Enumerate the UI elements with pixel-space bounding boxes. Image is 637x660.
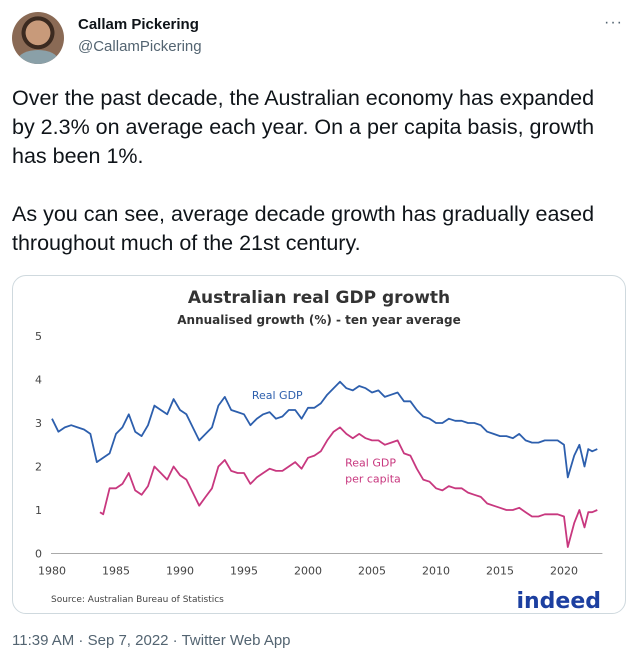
chart-title: Australian real GDP growth	[188, 288, 450, 308]
avatar-photo	[18, 50, 58, 64]
y-tick-label: 0	[35, 548, 42, 561]
user-handle[interactable]: @CallamPickering	[78, 38, 202, 55]
x-tick-label: 2010	[422, 565, 450, 578]
series-label: Real GDP	[252, 389, 303, 402]
y-tick-label: 1	[35, 504, 42, 517]
y-tick-label: 3	[35, 417, 42, 430]
tweet-source[interactable]: Twitter Web App	[181, 632, 291, 649]
x-tick-label: 2015	[486, 565, 514, 578]
tweet-text: Over the past decade, the Australian eco…	[12, 84, 622, 287]
chart-source: Source: Australian Bureau of Statistics	[51, 595, 224, 605]
y-tick-label: 4	[35, 374, 42, 387]
series-label: per capita	[345, 473, 401, 486]
separator: ·	[168, 632, 182, 649]
series-label: Real GDP	[345, 457, 396, 470]
tweet-footer: 11:39 AM · Sep 7, 2022 · Twitter Web App	[12, 632, 291, 649]
tweet-time[interactable]: 11:39 AM	[12, 632, 75, 649]
avatar[interactable]	[12, 12, 64, 64]
separator: ·	[74, 632, 88, 649]
user-name[interactable]: Callam Pickering	[78, 16, 199, 33]
gdp-chart: Australian real GDP growth Annualised gr…	[35, 288, 603, 613]
chart-image[interactable]: Australian real GDP growth Annualised gr…	[12, 275, 626, 614]
y-tick-label: 5	[35, 330, 42, 343]
tweet-date[interactable]: Sep 7, 2022	[87, 632, 169, 649]
x-tick-label: 1985	[102, 565, 130, 578]
y-tick-label: 2	[35, 461, 42, 474]
series-line-per-capita	[99, 426, 598, 548]
tweet-paragraph: As you can see, average decade growth ha…	[12, 202, 595, 255]
tweet-paragraph: Over the past decade, the Australian eco…	[12, 86, 595, 168]
x-tick-label: 1990	[166, 565, 194, 578]
x-tick-label: 1980	[38, 565, 66, 578]
series-line-real-gdp	[51, 380, 598, 479]
chart-subtitle: Annualised growth (%) - ten year average	[177, 313, 460, 327]
x-tick-label: 2000	[294, 565, 322, 578]
x-tick-label: 2005	[358, 565, 386, 578]
more-options-icon[interactable]: ···	[604, 14, 623, 31]
x-tick-label: 2020	[550, 565, 578, 578]
indeed-logo: indeed	[516, 589, 601, 613]
x-tick-label: 1995	[230, 565, 258, 578]
